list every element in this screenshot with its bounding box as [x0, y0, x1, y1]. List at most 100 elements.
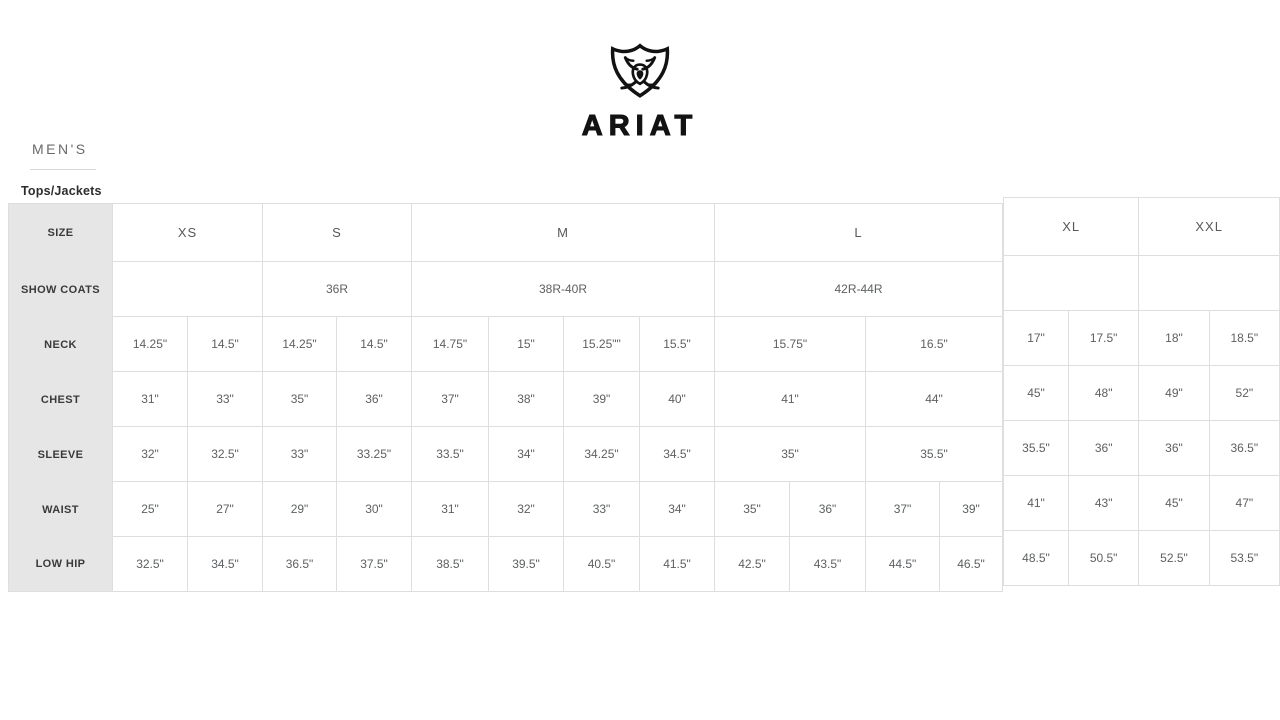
size-chart-cell: 15.75": [715, 317, 866, 372]
size-chart-table-main: SIZE XS S M L SHOW COATS 36R 38R-40R 42R-44R NECK…: [8, 203, 1003, 592]
size-header-cell: XXL: [1139, 197, 1280, 256]
size-chart-cell: 15": [489, 317, 564, 372]
size-chart-cell: 39": [940, 482, 1003, 537]
size-chart-table-xl-xxl: XL XXL 17" 17.5" 18" 18.5" 45" 48" 49" 52" 35.5" 36…: [1003, 197, 1280, 586]
size-chart-cell: 14.25": [263, 317, 337, 372]
size-chart-cell: 35": [715, 427, 866, 482]
size-chart-cell: 33.25": [337, 427, 412, 482]
size-chart-cell: 33": [188, 372, 263, 427]
size-chart-cell: 15.25"": [564, 317, 640, 372]
subsection-title: Tops/Jackets: [21, 184, 102, 198]
size-chart-cell: 18.5": [1209, 311, 1280, 366]
row-label: NECK: [8, 317, 113, 372]
row-label: WAIST: [8, 482, 113, 537]
size-chart-cell: 35.5": [866, 427, 1003, 482]
size-chart-cell: 39": [564, 372, 640, 427]
size-chart-cell: 33": [564, 482, 640, 537]
size-chart-cell: 38": [489, 372, 564, 427]
row-label: LOW HIP: [8, 537, 113, 592]
size-chart-cell: 36": [1068, 421, 1140, 476]
size-chart-cell: 18": [1139, 311, 1210, 366]
size-chart-cell: 38R-40R: [412, 262, 715, 317]
row-label: SHOW COATS: [8, 262, 113, 317]
row-label: SIZE: [8, 203, 113, 262]
size-chart-cell: 14.25": [113, 317, 188, 372]
size-chart-cell: 35": [715, 482, 790, 537]
size-chart-cell: 35": [263, 372, 337, 427]
size-header-cell: S: [263, 203, 412, 262]
row-label: SLEEVE: [8, 427, 113, 482]
size-chart-cell: 44": [866, 372, 1003, 427]
size-chart-cell: 16.5": [866, 317, 1003, 372]
size-chart-cell: 36": [790, 482, 866, 537]
size-chart-cell: 52.5": [1139, 531, 1210, 586]
size-chart-cell: 36.5": [263, 537, 337, 592]
size-chart-cell: 14.75": [412, 317, 489, 372]
row-label: CHEST: [8, 372, 113, 427]
size-chart-cell: 37": [866, 482, 940, 537]
size-chart-cell: 15.5": [640, 317, 715, 372]
brand-header: ARIAT: [0, 40, 1280, 143]
size-chart-cell: 32.5": [113, 537, 188, 592]
size-chart-cell: 30": [337, 482, 412, 537]
size-chart-cell: 48.5": [1003, 531, 1069, 586]
size-chart-cell: 34": [640, 482, 715, 537]
size-chart-cell: 38.5": [412, 537, 489, 592]
size-chart-cell: [1003, 256, 1140, 311]
size-chart-cell: 35.5": [1003, 421, 1069, 476]
size-header-cell: M: [412, 203, 715, 262]
size-chart-cell: 17": [1003, 311, 1069, 366]
size-chart-cell: 47": [1209, 476, 1280, 531]
size-chart-cell: 45": [1003, 366, 1069, 421]
size-chart-cell: 49": [1139, 366, 1210, 421]
size-chart-cell: 50.5": [1068, 531, 1140, 586]
size-chart-cell: 32.5": [188, 427, 263, 482]
size-chart-cell: 14.5": [188, 317, 263, 372]
size-chart-cell: 43": [1068, 476, 1140, 531]
size-chart-cell: 14.5": [337, 317, 412, 372]
ariat-shield-icon: [610, 43, 670, 98]
size-chart-cell: 32": [489, 482, 564, 537]
size-chart-cell: 29": [263, 482, 337, 537]
size-chart-cell: 31": [113, 372, 188, 427]
size-chart-cell: 43.5": [790, 537, 866, 592]
size-chart-cell: 31": [412, 482, 489, 537]
size-chart-cell: 37": [412, 372, 489, 427]
size-chart-cell: 45": [1139, 476, 1210, 531]
size-chart-cell: 40": [640, 372, 715, 427]
size-chart-cell: 36.5": [1209, 421, 1280, 476]
size-chart-cell: 53.5": [1209, 531, 1280, 586]
section-divider: [30, 169, 96, 170]
size-chart-cell: 42.5": [715, 537, 790, 592]
brand-wordmark: ARIAT: [581, 109, 699, 142]
size-chart-cell: 52": [1209, 366, 1280, 421]
size-chart-cell: 34.25": [564, 427, 640, 482]
size-chart-cell: 48": [1068, 366, 1140, 421]
size-chart-cell: 32": [113, 427, 188, 482]
size-header-cell: XL: [1003, 197, 1140, 256]
size-chart-cell: 36": [337, 372, 412, 427]
size-chart-cell: 42R-44R: [715, 262, 1003, 317]
size-header-cell: L: [715, 203, 1003, 262]
size-chart-cell: 33": [263, 427, 337, 482]
size-chart-cell: [1139, 256, 1280, 311]
size-chart-cell: 34": [489, 427, 564, 482]
size-chart-cell: 46.5": [940, 537, 1003, 592]
size-chart-cell: 34.5": [188, 537, 263, 592]
size-chart-cell: 36": [1139, 421, 1210, 476]
size-chart-cell: 37.5": [337, 537, 412, 592]
size-chart-cell: 41.5": [640, 537, 715, 592]
size-chart-cell: 27": [188, 482, 263, 537]
size-chart-cell: 39.5": [489, 537, 564, 592]
page-title: MEN'S: [32, 141, 88, 157]
size-chart-cell: 25": [113, 482, 188, 537]
size-chart-cell: 36R: [263, 262, 412, 317]
size-chart-cell: 40.5": [564, 537, 640, 592]
size-chart-cell: 41": [1003, 476, 1069, 531]
size-chart-cell: 44.5": [866, 537, 940, 592]
size-chart-cell: 41": [715, 372, 866, 427]
size-header-cell: XS: [113, 203, 263, 262]
size-chart-cell: [113, 262, 263, 317]
size-chart-cell: 33.5": [412, 427, 489, 482]
